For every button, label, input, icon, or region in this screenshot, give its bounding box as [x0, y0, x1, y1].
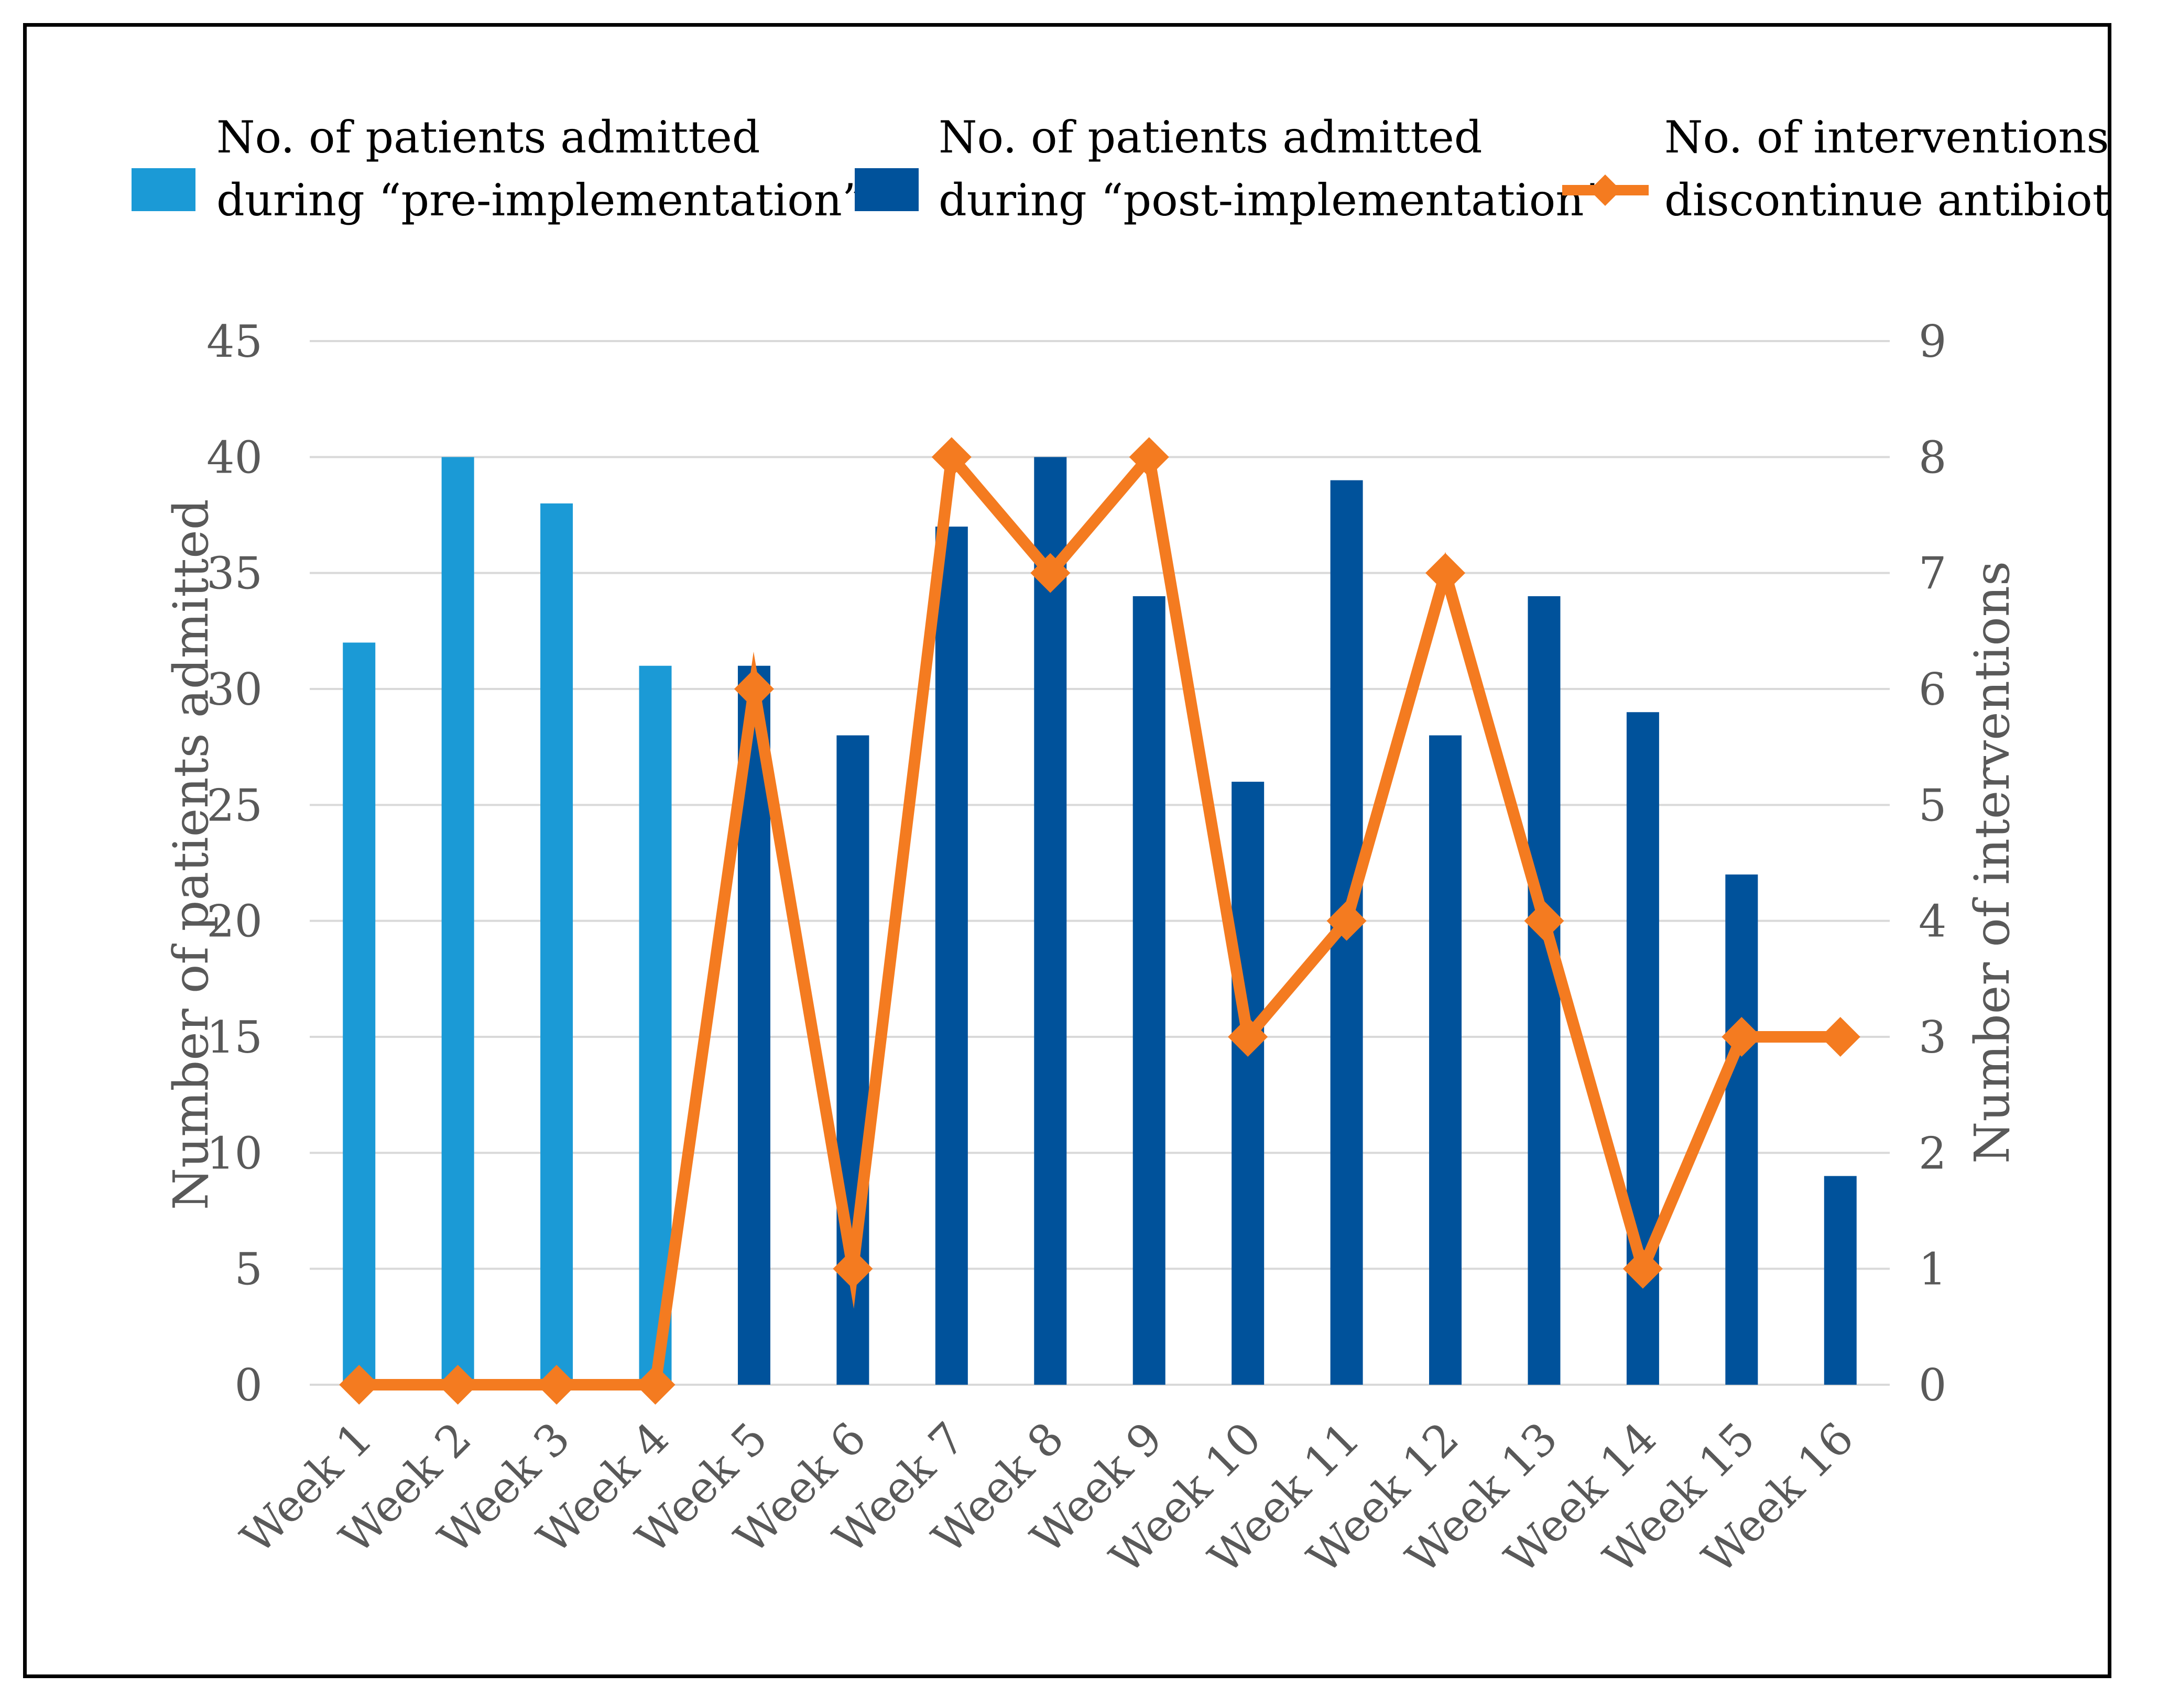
line-point [734, 669, 774, 709]
y-tick-label-left: 40 [206, 432, 263, 483]
line-point [537, 1365, 577, 1405]
y-tick-label-left: 5 [235, 1244, 263, 1295]
y-tick-label-right: 0 [1919, 1360, 1946, 1411]
y-tick-label-right: 6 [1919, 664, 1946, 715]
y-tick-label-right: 4 [1919, 896, 1946, 947]
series-line [359, 443, 1840, 1391]
legend-label-line1: No. of patients admitted [216, 112, 760, 163]
line-point [1524, 901, 1564, 941]
line-point [1722, 1017, 1762, 1057]
y-tick-label-right: 9 [1919, 316, 1946, 367]
legend-label-line2: during “post-implementation” [939, 174, 1606, 226]
line-point [1820, 1017, 1860, 1057]
y-tick-label-left: 0 [235, 1360, 263, 1411]
y-tick-label-left: 15 [206, 1012, 263, 1063]
left-axis: 0 5 10 15 20 25 30 35 40 45 [206, 316, 263, 1411]
y-tick-label-right: 5 [1919, 780, 1946, 831]
legend-swatch [132, 168, 195, 211]
bar [1232, 782, 1265, 1385]
right-axis: 0 1 2 3 4 5 6 7 8 9 [1919, 316, 1946, 1411]
line-point [1129, 437, 1169, 477]
y-tick-label-right: 3 [1919, 1012, 1946, 1063]
bar [1034, 457, 1067, 1385]
y-axis-label-right: Number of interventions [1964, 561, 2020, 1164]
y-tick-label-left: 20 [206, 896, 263, 947]
legend-swatch [855, 168, 919, 211]
bar [1429, 735, 1462, 1385]
bar [1725, 874, 1758, 1385]
y-tick-label-right: 1 [1919, 1244, 1946, 1295]
line-point [1622, 1249, 1663, 1289]
line-point [1030, 553, 1071, 593]
bar [639, 665, 672, 1385]
chart: No. of patients admitted during “pre-impl… [132, 112, 2108, 1583]
y-tick-label-left: 25 [206, 780, 263, 831]
y-tick-label-right: 7 [1919, 548, 1946, 599]
bar [441, 457, 474, 1385]
line-point [635, 1365, 676, 1405]
bar [540, 503, 573, 1385]
y-tick-label-left: 35 [206, 548, 263, 599]
bar [1132, 596, 1165, 1385]
line-point [931, 437, 972, 477]
line-point [339, 1365, 379, 1405]
line-series [339, 437, 1860, 1405]
line-point [1326, 901, 1367, 941]
bar [343, 642, 376, 1385]
y-axis-label-left: Number of patients admitted [163, 499, 219, 1210]
legend: No. of patients admitted during “pre-impl… [132, 112, 2108, 226]
line-point [833, 1249, 873, 1289]
y-tick-label-right: 2 [1919, 1127, 1946, 1179]
line-point [1228, 1017, 1268, 1057]
bar [1528, 596, 1561, 1385]
y-tick-label-left: 45 [206, 316, 263, 367]
bar [1824, 1176, 1857, 1385]
legend-label-line1: No. of interventions to [1664, 112, 2108, 163]
legend-label-line2: during “pre-implementation” [216, 174, 865, 226]
legend-label-line2: discontinue antibiotics [1664, 174, 2108, 226]
line-point [438, 1365, 478, 1405]
legend-diamond [1589, 174, 1621, 206]
y-tick-label-right: 8 [1919, 432, 1946, 483]
bar-series [343, 457, 1857, 1385]
chart-frame: No. of patients admitted during “pre-impl… [23, 23, 2111, 1678]
y-tick-label-left: 30 [206, 664, 263, 715]
y-tick-label-left: 10 [206, 1127, 263, 1179]
line-point [1425, 553, 1466, 593]
bar [935, 527, 968, 1385]
legend-label-line1: No. of patients admitted [939, 112, 1483, 163]
